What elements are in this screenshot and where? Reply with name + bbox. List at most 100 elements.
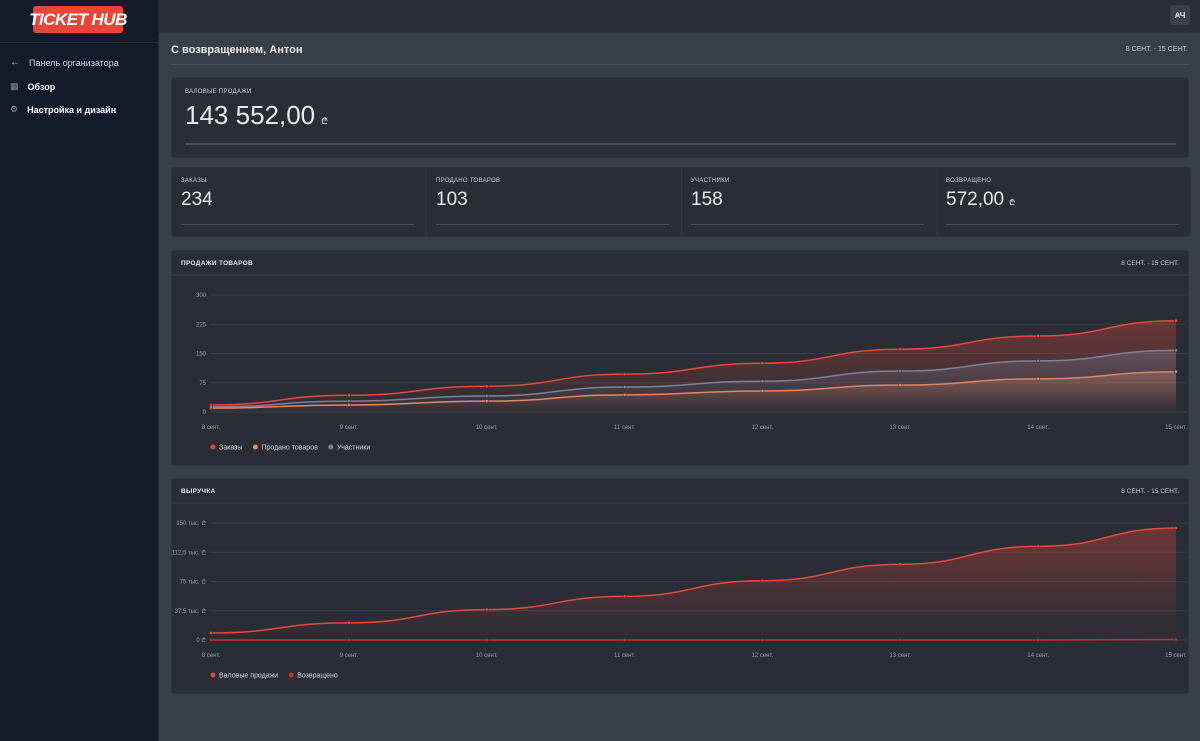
y-tick-label: 150: [196, 352, 207, 358]
chart-card: ПРОДАЖИ ТОВАРОВ 8 СЕНТ. - 15 СЕНТ. 0 75 150 2…: [171, 250, 1189, 466]
value: 143 552,00: [185, 100, 316, 130]
legend-marker: [252, 444, 258, 450]
stat-card: ВОЗВРАЩЕНО 572,00 ₾: [936, 167, 1191, 237]
value: 572,00: [946, 189, 1005, 210]
back-icon: ←: [10, 57, 20, 68]
x-tick-label: 13 сент.: [889, 425, 911, 431]
point: [484, 607, 489, 612]
point: [484, 638, 489, 642]
nav-text: Настройка и дизайн: [27, 104, 117, 115]
avatar[interactable]: АЧ: [1170, 5, 1190, 25]
legend-label: Валовые продажи: [219, 672, 278, 679]
nav-text: Обзор: [27, 81, 56, 92]
legend-label: Возвращено: [297, 672, 338, 679]
point: [1174, 318, 1178, 323]
x-tick-label: 13 сент.: [889, 653, 911, 659]
y-tick-label: 75 тыс. ₾: [180, 579, 207, 586]
point: [209, 405, 213, 409]
x-tick-label: 15 сент.: [1165, 425, 1187, 431]
y-tick-label: 75: [199, 381, 206, 387]
point: [760, 379, 765, 384]
point: [760, 638, 765, 642]
underline: [946, 224, 1179, 225]
stat-label: ЗАКАЗЫ: [181, 178, 207, 184]
y-tick-label: 225: [196, 322, 207, 328]
chart: ВЫРУЧКА 8 СЕНТ. - 15 СЕНТ. 0 ₾ 37,5 тыс. ₾ 7…: [171, 488, 1189, 679]
nav-icon: ⚙: [10, 104, 19, 114]
stat-value: 158: [691, 189, 723, 211]
stat-value: 572,00 ₾: [946, 189, 1015, 211]
currency: ₾: [321, 116, 329, 126]
legend-label: Заказы: [219, 444, 242, 451]
divider: [171, 64, 1189, 65]
point: [209, 638, 213, 642]
point: [1174, 348, 1178, 353]
legend-marker: [210, 444, 216, 450]
date-range: 8 СЕНТ. - 15 СЕНТ.: [1121, 260, 1179, 267]
point: [622, 638, 627, 642]
sidebar: TICKET HUB ← Панель организатора ▦ Обзор ⚙ Н…: [0, 0, 159, 741]
stat-label: УЧАСТНИКИ: [691, 178, 730, 184]
y-tick-label: 112,5 тыс. ₾: [172, 549, 207, 556]
value: 103: [436, 189, 468, 210]
stat-value: 234: [181, 189, 213, 211]
x-tick-label: 9 сент.: [340, 425, 359, 431]
line: [210, 527, 1177, 634]
topbar: АЧ: [159, 0, 1200, 33]
legend-label: Участники: [337, 444, 371, 451]
point: [1174, 637, 1178, 642]
line: [210, 349, 1177, 408]
stat-label: ПРОДАНО ТОВАРОВ: [436, 178, 501, 184]
value: 158: [691, 189, 723, 210]
chart-title: ВЫРУЧКА: [181, 488, 216, 495]
date-range[interactable]: 8 СЕНТ. - 15 СЕНТ.: [1125, 46, 1188, 53]
y-tick-label: 150 тыс. ₾: [176, 520, 206, 527]
stat-label: ВОЗВРАЩЕНО: [946, 178, 992, 184]
point: [209, 631, 213, 635]
point: [484, 384, 489, 389]
back-link[interactable]: ← Панель организатора: [10, 57, 119, 68]
x-tick-label: 10 сент.: [476, 653, 498, 659]
point: [760, 361, 765, 366]
x-tick-label: 14 сент.: [1027, 425, 1049, 431]
greeting: С возвращением, Антон: [171, 44, 303, 56]
area: [211, 528, 1176, 640]
x-tick-label: 8 сент.: [202, 425, 221, 431]
x-tick-label: 8 сент.: [202, 653, 221, 659]
underline: [691, 224, 924, 225]
logo[interactable]: TICKET HUB: [29, 6, 127, 33]
y-tick-label: 0 ₾: [196, 637, 206, 644]
underline: [181, 224, 414, 225]
point: [347, 638, 351, 642]
underline: [436, 224, 669, 225]
chart-title: ПРОДАЖИ ТОВАРОВ: [181, 260, 253, 267]
x-tick-label: 12 сент.: [752, 653, 774, 659]
point: [1036, 638, 1040, 642]
chart-card: ВЫРУЧКА 8 СЕНТ. - 15 СЕНТ. 0 ₾ 37,5 тыс. ₾ 7…: [171, 478, 1189, 694]
point: [898, 369, 903, 373]
point: [898, 347, 903, 352]
point: [1036, 359, 1040, 363]
point: [1036, 544, 1040, 549]
x-tick-label: 15 сент.: [1165, 653, 1187, 659]
point: [484, 394, 489, 398]
legend-marker: [210, 672, 216, 678]
underline: [185, 143, 1176, 145]
nav-item[interactable]: ▦ Обзор: [10, 81, 55, 92]
chart: ПРОДАЖИ ТОВАРОВ 8 СЕНТ. - 15 СЕНТ. 0 75 150 2…: [171, 260, 1189, 451]
x-tick-label: 10 сент.: [476, 425, 498, 431]
currency: ₾: [1009, 198, 1016, 207]
x-tick-label: 11 сент.: [614, 653, 636, 659]
point: [347, 393, 351, 398]
card-label: ВАЛОВЫЕ ПРОДАЖИ: [185, 89, 252, 95]
nav-item[interactable]: ⚙ Настройка и дизайн: [10, 104, 116, 115]
value: 234: [181, 189, 213, 210]
point: [1174, 526, 1178, 530]
nav-icon: ▦: [10, 81, 19, 91]
legend-marker: [288, 672, 294, 678]
point: [898, 638, 903, 642]
line: [210, 319, 1177, 406]
point: [622, 594, 627, 599]
